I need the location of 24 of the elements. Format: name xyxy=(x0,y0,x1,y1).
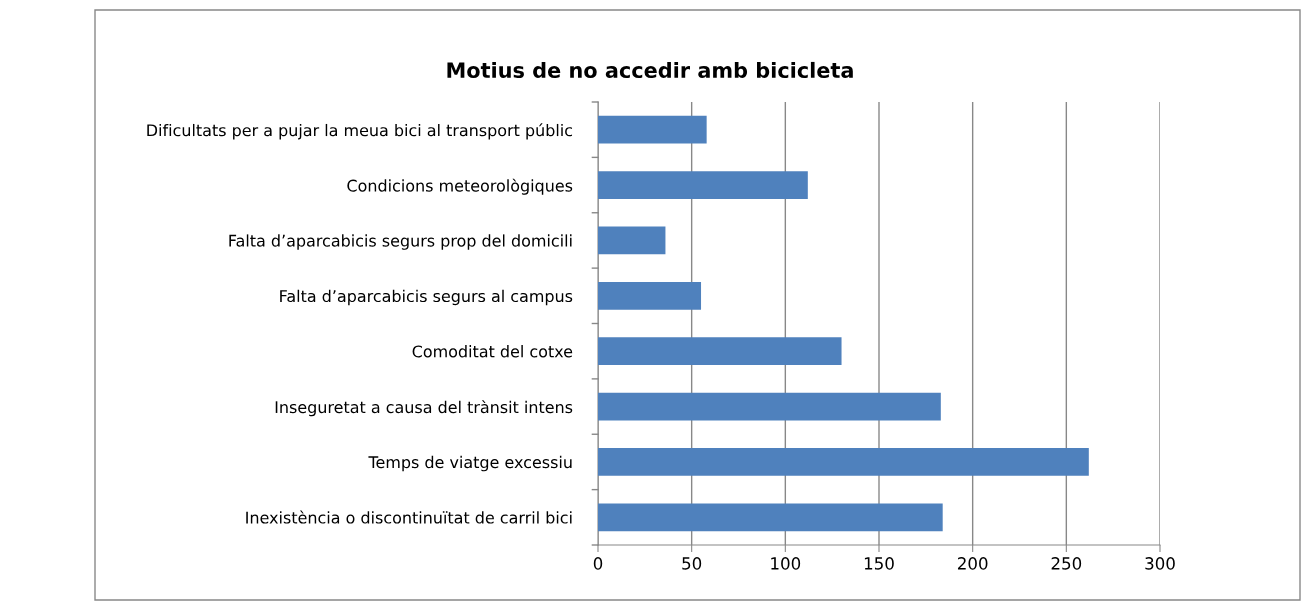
y-tick-label: Dificultats per a pujar la meua bici al transport públic xyxy=(147,123,573,140)
x-tick-label: 250 xyxy=(1051,557,1082,570)
bar xyxy=(598,171,808,199)
x-tick-label: 300 xyxy=(1145,557,1175,570)
y-tick-label: Condicions meteorològiques xyxy=(347,178,573,195)
bar xyxy=(598,226,666,255)
bar xyxy=(598,281,702,310)
y-tick-label: Falta d’aparcabicis segurs al campus xyxy=(280,289,573,306)
y-tick-label: Comoditat del cotxe xyxy=(412,345,573,358)
y-tick-label: Temps de viatge excessiu xyxy=(368,455,572,472)
bar xyxy=(598,337,842,366)
x-tick-label: 50 xyxy=(682,557,702,570)
chart-title: Motius de no accedir amb bicicleta xyxy=(447,61,853,79)
y-tick-label: Inseguretat a causa del trànsit intens xyxy=(275,400,573,417)
bar xyxy=(598,392,941,421)
x-tick-label: 200 xyxy=(957,557,988,570)
y-tick-label: Inexistència o discontinuïtat de carril bici xyxy=(246,510,572,524)
x-tick-label: 100 xyxy=(771,557,801,570)
bar xyxy=(598,448,1089,476)
bar xyxy=(598,115,707,144)
bar xyxy=(598,503,943,532)
y-tick-label: Falta d’aparcabicis segurs prop del domicili xyxy=(229,234,572,250)
x-tick-label: 150 xyxy=(864,557,894,570)
x-tick-label: 0 xyxy=(593,557,603,570)
